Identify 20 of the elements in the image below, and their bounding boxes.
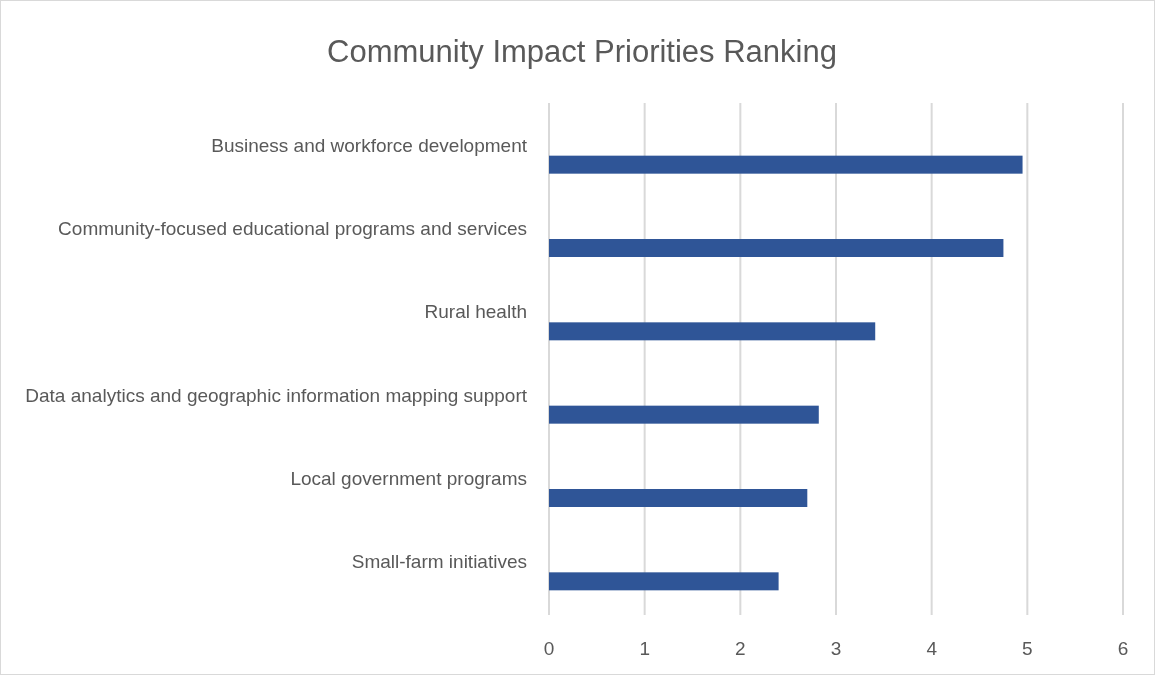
bar xyxy=(549,155,1023,174)
y-tick-label: Local government programs xyxy=(290,468,527,489)
bar xyxy=(549,239,1004,257)
y-tick-label: Rural health xyxy=(424,301,527,323)
bar xyxy=(549,405,819,424)
x-tick-label: 4 xyxy=(926,638,938,659)
y-tick-label: Business and workforce development xyxy=(211,134,528,156)
y-tick-label: Small-farm initiatives xyxy=(351,551,527,573)
y-tick-label: Data analytics and geographic information mapping support xyxy=(25,384,528,406)
x-tick-label: 3 xyxy=(830,638,842,659)
bar xyxy=(549,489,808,507)
x-tick-label: 1 xyxy=(639,638,650,659)
x-tick-label: 6 xyxy=(1117,638,1129,659)
bar xyxy=(549,322,876,341)
chart-title: Community Impact Priorities Ranking xyxy=(327,34,837,69)
x-tick-label: 2 xyxy=(735,638,746,659)
bar xyxy=(549,572,779,591)
x-tick-label: 0 xyxy=(543,638,555,659)
y-tick-label: Community-focused educational programs and services xyxy=(58,218,527,239)
x-tick-label: 5 xyxy=(1022,638,1033,659)
